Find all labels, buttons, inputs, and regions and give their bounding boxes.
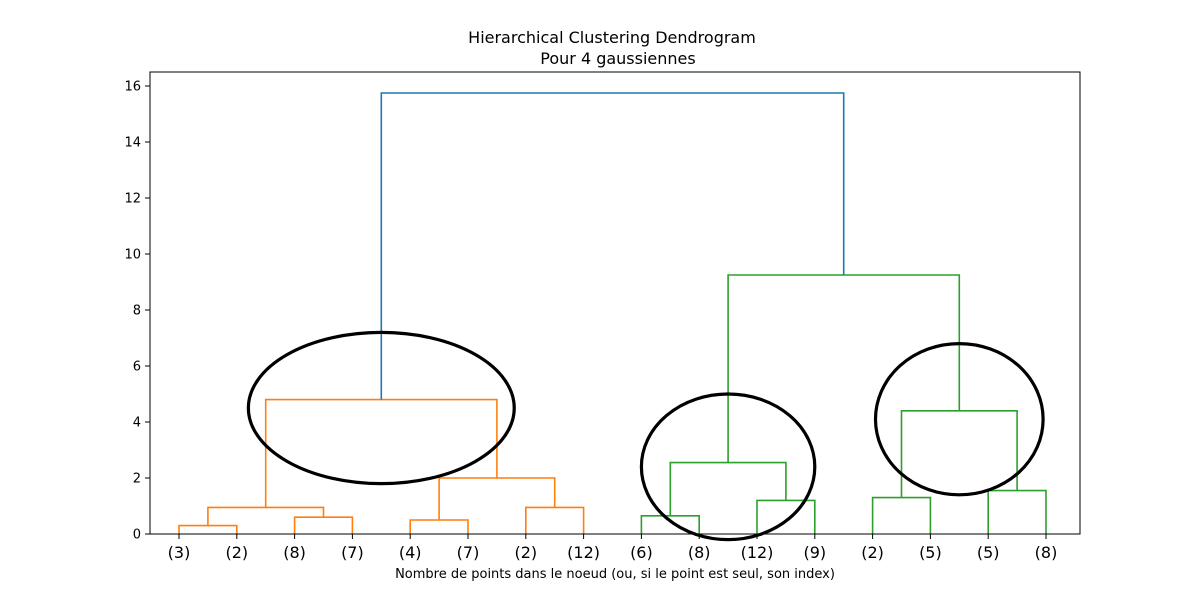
dendrogram-link-e: [524, 506, 585, 534]
leaf-label: (12): [741, 543, 774, 562]
dendrogram-link-o: [380, 92, 845, 400]
y-tick-label: 16: [124, 80, 141, 95]
y-tick-label: 0: [133, 528, 141, 543]
leaf-label: (8): [1035, 543, 1058, 562]
leaf-label: (3): [168, 543, 191, 562]
leaf-label: (9): [803, 543, 826, 562]
leaf-label: (8): [688, 543, 711, 562]
dendrogram-link-l: [987, 489, 1047, 534]
leaf-label: (5): [977, 543, 1000, 562]
y-tick-label: 2: [133, 472, 141, 487]
cluster-annotations: [246, 330, 1045, 542]
dendrogram-link-b: [293, 516, 354, 534]
cluster-circle-3: [873, 342, 1045, 497]
leaf-label: (2): [861, 543, 884, 562]
dendrogram-link-f: [438, 477, 556, 520]
dendrogram-link-j: [669, 461, 787, 516]
y-tick-label: 12: [124, 192, 141, 207]
chart-subtitle: Pour 4 gaussiennes: [540, 49, 695, 68]
leaf-label: (7): [457, 543, 480, 562]
cluster-circle-2: [639, 392, 817, 542]
y-tick-label: 14: [124, 136, 141, 151]
dendrogram-link-g: [264, 398, 498, 508]
leaf-label: (4): [399, 543, 422, 562]
dendrogram-link-i: [756, 499, 816, 534]
y-axis: 0 2 4 6 8 10 12 14 16: [124, 80, 150, 543]
cluster-circle-1: [246, 330, 516, 486]
y-tick-label: 10: [124, 248, 141, 263]
x-axis: (3) (2) (8) (7) (4) (7) (2) (12) (6) (8) (12) (9) (2…: [168, 534, 1058, 562]
leaf-label: (5): [919, 543, 942, 562]
x-axis-label: Nombre de points dans le noeud (ou, si l…: [395, 567, 835, 582]
dendrogram-link-k: [871, 496, 932, 534]
y-tick-label: 8: [133, 304, 141, 319]
dendrogram-link-n: [727, 274, 961, 463]
leaf-label: (2): [514, 543, 537, 562]
leaf-label: (12): [567, 543, 600, 562]
y-tick-label: 4: [133, 416, 141, 431]
dendrogram-link-a: [178, 524, 238, 534]
chart-title: Hierarchical Clustering Dendrogram: [468, 28, 756, 47]
y-tick-label: 6: [133, 360, 141, 375]
leaf-label: (2): [225, 543, 248, 562]
leaf-label: (8): [283, 543, 306, 562]
dendrogram-link-d: [409, 519, 469, 534]
dendrogram-links: [178, 92, 1047, 534]
plot-frame: [149, 71, 1081, 535]
leaf-label: (6): [630, 543, 653, 562]
leaf-label: (7): [341, 543, 364, 562]
